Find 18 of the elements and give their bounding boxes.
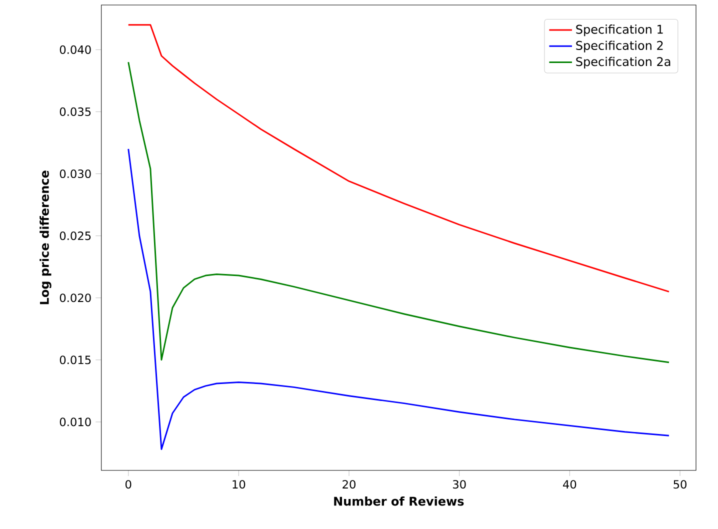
x-tick-label: 30 bbox=[452, 480, 466, 489]
y-tick-label: 0.010 bbox=[60, 418, 91, 426]
legend-label: Specification 1 bbox=[576, 24, 663, 36]
y-tick-label: 0.020 bbox=[60, 294, 91, 302]
y-axis-title: Log price difference bbox=[40, 170, 52, 304]
x-tick-label: 50 bbox=[674, 480, 686, 489]
y-tick-label: 0.015 bbox=[60, 356, 91, 364]
x-axis-title: Number of Reviews bbox=[334, 496, 464, 506]
x-tick-label: 20 bbox=[342, 480, 356, 489]
y-tick-label: 0.025 bbox=[60, 232, 91, 240]
x-tick-label: 0 bbox=[126, 480, 132, 489]
legend-label: Specification 2 bbox=[576, 40, 663, 52]
y-tick-label: 0.030 bbox=[60, 169, 91, 178]
y-tick-label: 0.040 bbox=[60, 45, 91, 54]
legend-label: Specification 2a bbox=[576, 56, 670, 68]
x-tick-label: 10 bbox=[232, 480, 246, 489]
x-tick-label: 40 bbox=[563, 480, 576, 489]
y-tick-label: 0.035 bbox=[60, 107, 91, 116]
